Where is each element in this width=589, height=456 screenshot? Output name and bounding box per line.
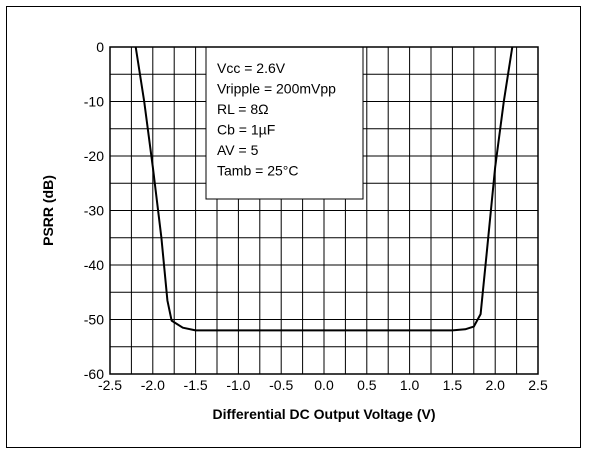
x-tick-label: 2.0	[485, 377, 505, 393]
psrr-chart: -2.5 -2.0 -1.5 -1.0 -0.5 0.0 0.5 1.0 1.5 2.0 2.5 0 -…	[40, 39, 548, 422]
x-tick-label: 0.5	[357, 377, 377, 393]
legend-line: Tamb = 25°C	[217, 163, 298, 179]
x-tick-label: -0.5	[269, 377, 293, 393]
x-tick-label: -2.5	[98, 377, 122, 393]
y-tick-label: -40	[84, 257, 104, 273]
x-tick-label: -2.0	[141, 377, 165, 393]
y-tick-label: -30	[84, 203, 104, 219]
y-tick-label: -50	[84, 312, 104, 328]
y-tick-label: -10	[84, 94, 104, 110]
x-tick-label: 0.0	[314, 377, 334, 393]
chart-frame: -2.5 -2.0 -1.5 -1.0 -0.5 0.0 0.5 1.0 1.5 2.0 2.5 0 -…	[6, 6, 581, 448]
y-axis-label: PSRR (dB)	[40, 175, 56, 246]
y-tick-label: -60	[84, 366, 104, 382]
legend-line: Vripple = 200mVpp	[217, 81, 336, 97]
x-tick-label: 1.5	[443, 377, 463, 393]
x-tick-label: -1.0	[226, 377, 250, 393]
legend-box: Vcc = 2.6V Vripple = 200mVpp RL = 8Ω Cb = 1…	[205, 46, 364, 200]
psrr-curve	[134, 46, 514, 332]
series-lines	[134, 46, 514, 332]
y-tick-label: 0	[96, 39, 104, 55]
legend-line: RL = 8Ω	[217, 101, 269, 117]
y-tick-label: -20	[84, 148, 104, 164]
x-tick-label: -1.5	[184, 377, 208, 393]
legend-line: Vcc = 2.6V	[217, 60, 286, 76]
x-tick-label: 2.5	[528, 377, 548, 393]
legend-line: Cb = 1µF	[217, 122, 275, 138]
x-tick-label: 1.0	[400, 377, 420, 393]
tick-labels: -2.5 -2.0 -1.5 -1.0 -0.5 0.0 0.5 1.0 1.5 2.0 2.5 0 -…	[84, 39, 548, 393]
x-axis-label: Differential DC Output Voltage (V)	[213, 406, 436, 422]
legend-line: AV = 5	[217, 142, 259, 158]
legend-background	[205, 46, 364, 200]
plot-border	[109, 46, 539, 375]
